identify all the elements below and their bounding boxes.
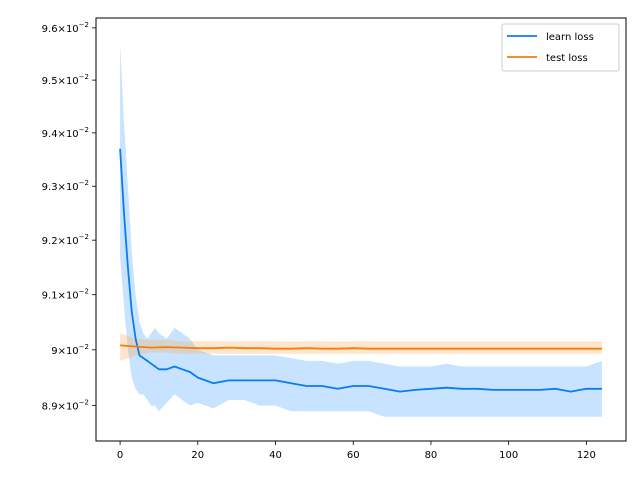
x-tick-label: 100 [499, 450, 518, 461]
x-tick-label: 0 [117, 450, 123, 461]
x-axis-ticks: 0 20 40 60 80 100 120 [117, 441, 596, 461]
test-loss-band [120, 333, 602, 361]
learn-loss-band [120, 43, 602, 417]
series-lines [119, 148, 602, 393]
y-tick-label: 9.6×10−2 [42, 21, 89, 35]
y-tick-label: 9×10−2 [51, 343, 89, 357]
x-tick-label: 20 [191, 450, 204, 461]
y-tick-label: 8.9×10−2 [42, 399, 89, 413]
test-loss-line [120, 344, 602, 350]
y-tick-label: 9.3×10−2 [42, 179, 89, 193]
x-tick-label: 120 [577, 450, 596, 461]
legend: learn loss test loss [501, 23, 620, 72]
y-tick-label: 9.5×10−2 [42, 73, 89, 87]
x-tick-label: 60 [347, 450, 360, 461]
y-tick-label: 9.1×10−2 [42, 288, 89, 302]
y-axis-ticks: 8.9×10−2 9×10−2 9.1×10−2 9.2×10−2 9.3×10−2 9.… [42, 21, 96, 413]
learn-loss-line [119, 148, 602, 393]
y-tick-label: 9.4×10−2 [42, 126, 89, 140]
legend-label-test-loss: test loss [546, 53, 588, 64]
x-tick-label: 80 [425, 450, 438, 461]
plot-frame [95, 17, 627, 442]
y-tick-label: 9.2×10−2 [42, 233, 89, 247]
confidence-bands [120, 43, 602, 417]
x-tick-label: 40 [269, 450, 282, 461]
legend-label-learn-loss: learn loss [546, 32, 594, 43]
